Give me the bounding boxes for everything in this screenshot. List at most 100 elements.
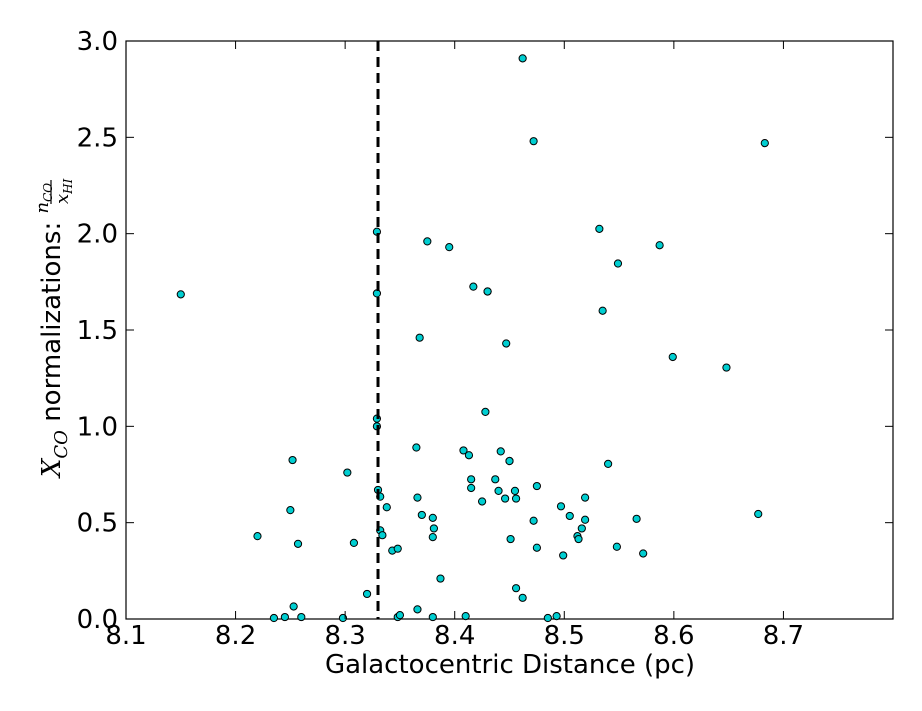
data-point [253,532,262,541]
data-point [722,363,731,372]
data-point [556,502,566,511]
data-point [289,602,298,611]
data-point [176,290,185,299]
data-point [506,534,515,544]
data-point [349,538,359,547]
data-point [505,456,514,466]
data-point [760,139,769,148]
data-point [413,605,422,614]
data-point [288,455,297,465]
data-point [574,534,583,544]
data-point [501,494,510,503]
data-point [413,493,422,502]
y-axis-title-text: normalizations: [37,214,67,431]
x-tick-label: 8.1 [105,621,146,651]
data-point [668,352,677,362]
data-point [481,407,490,416]
data-point [577,524,586,533]
data-point [639,549,648,558]
data-point [464,451,474,460]
data-point [445,243,454,252]
data-point [655,241,664,250]
data-point [343,468,352,477]
data-point [378,531,387,540]
data-point [565,511,574,521]
data-point [532,481,541,491]
data-point [362,589,372,599]
x-tick-label: 8.3 [324,621,365,651]
data-point [559,551,568,560]
y-axis-frac-den: x [52,194,73,204]
data-point [632,514,641,523]
data-point [494,486,503,495]
data-point [532,543,541,552]
y-axis-title-sub: CO [51,430,72,459]
data-point [502,339,511,348]
svg-text:xHI: xHI [52,178,75,204]
data-point [613,259,623,268]
y-tick-label: 1.0 [77,412,118,442]
data-point [581,493,590,502]
data-point [511,584,521,593]
data-point [459,446,468,455]
y-axis-ticks: 0.0 0.5 1.0 1.5 2.0 2.5 3.0 [77,27,893,635]
data-point [518,54,527,63]
x-axis-title: Galactocentric Distance (pc) [325,650,695,680]
data-point [511,494,521,503]
y-tick-label: 2.0 [77,220,118,250]
data-point [428,533,437,542]
data-point [598,306,607,315]
data-point [518,593,527,602]
data-point [543,613,552,623]
data-point [428,513,437,522]
data-point [429,524,438,533]
data-point [478,497,487,506]
data-point [754,509,763,519]
x-tick-label: 8.5 [544,621,585,651]
data-point [529,516,538,525]
data-point [423,237,432,246]
data-point [529,137,538,146]
data-point [595,224,604,233]
y-axis-frac-num: n [32,202,53,214]
data-point [293,539,303,548]
data-point [552,612,561,621]
data-point [612,542,621,551]
x-axis-ticks: 8.1 8.2 8.3 8.4 8.5 8.6 8.7 [105,41,804,651]
data-point [280,612,289,622]
data-point [581,515,590,524]
data-point [297,612,306,622]
data-point [286,506,295,515]
y-tick-label: 0.5 [77,509,118,539]
data-point [393,544,402,553]
x-tick-label: 8.7 [763,621,804,651]
y-axis-title: XCO normalizations: nCO xHI [32,178,75,479]
data-point [382,503,391,512]
y-axis-frac-den-sub: HI [61,178,75,194]
x-tick-label: 8.6 [653,621,694,651]
y-tick-label: 3.0 [77,27,118,57]
data-point [417,510,426,520]
y-tick-label: 2.5 [77,123,118,153]
data-point [415,333,424,342]
y-tick-label: 1.5 [77,316,118,346]
data-point [428,612,437,622]
plot-frame [125,40,894,620]
y-axis-title-main: X [37,457,67,479]
data-point [436,574,445,583]
data-point [269,613,279,623]
data-point [412,443,421,452]
x-tick-label: 8.4 [434,621,475,651]
data-point [467,475,476,484]
data-point [496,447,505,456]
data-point [483,287,492,296]
data-point [510,486,520,495]
data-point [461,612,470,621]
y-tick-label: 0.0 [77,605,118,635]
scatter-markers [176,54,769,623]
data-point [604,459,613,469]
data-point [467,483,476,493]
data-point [491,475,500,484]
data-point [469,282,478,291]
